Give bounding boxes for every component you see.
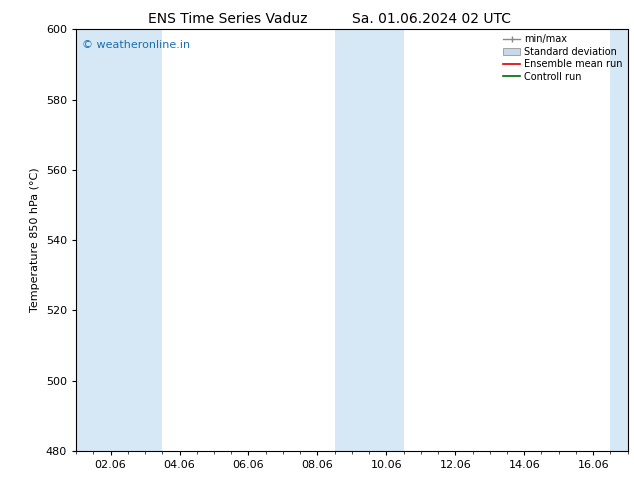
Bar (611, 29, 628, 451)
Bar (335, 29, 404, 451)
Legend: min/max, Standard deviation, Ensemble mean run, Controll run: min/max, Standard deviation, Ensemble me… (501, 32, 624, 83)
Bar (76, 29, 162, 451)
Text: Sa. 01.06.2024 02 UTC: Sa. 01.06.2024 02 UTC (352, 12, 510, 26)
Text: ENS Time Series Vaduz: ENS Time Series Vaduz (148, 12, 308, 26)
Text: © weatheronline.in: © weatheronline.in (82, 40, 190, 50)
Y-axis label: Temperature 850 hPa (°C): Temperature 850 hPa (°C) (30, 168, 40, 313)
